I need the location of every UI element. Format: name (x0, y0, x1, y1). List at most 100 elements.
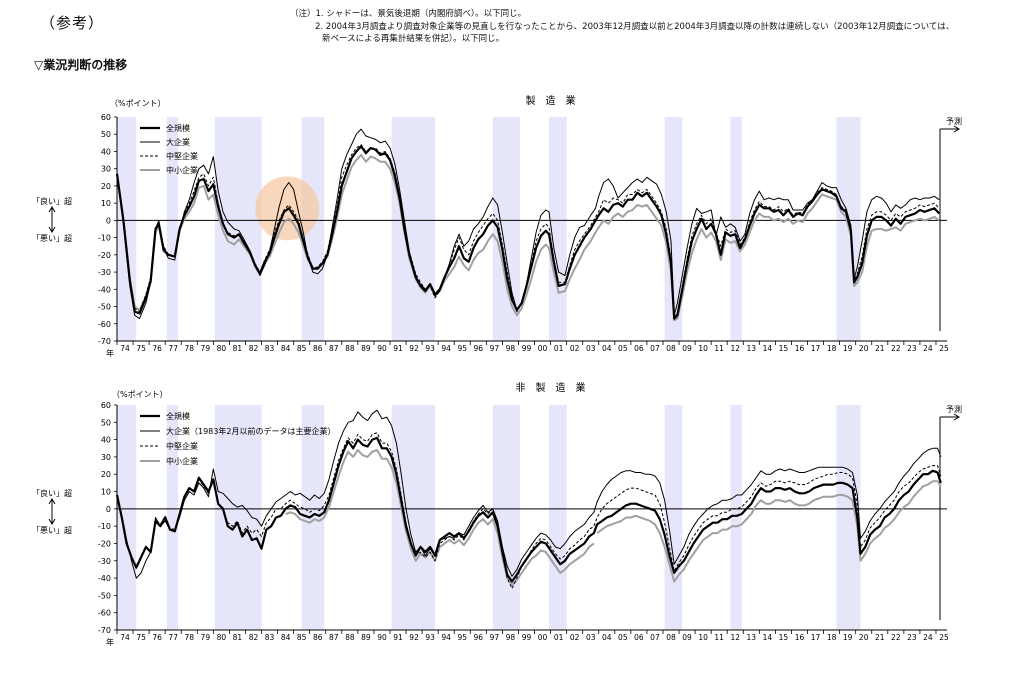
x-tick-label: 03 (586, 344, 596, 353)
y-tick-label: -20 (98, 539, 111, 548)
x-tick-label: 79 (201, 344, 211, 353)
x-tick-label: 15 (779, 344, 789, 353)
recession-shade (391, 405, 435, 630)
x-tick-label: 96 (474, 633, 484, 642)
x-tick-label: 22 (891, 344, 901, 353)
recession-shade (301, 117, 325, 341)
recession-shade (664, 117, 683, 341)
y-tick-label: 20 (101, 470, 111, 479)
arrow-up-head (48, 498, 56, 505)
recession-shade (664, 405, 683, 630)
x-tick-label: 14 (763, 344, 773, 353)
forecast-arrow-head (953, 413, 960, 421)
x-tick-label: 93 (425, 344, 435, 353)
x-tick-label: 83 (265, 633, 275, 642)
recession-shade (492, 405, 521, 630)
x-tick-label: 02 (570, 344, 580, 353)
recession-shade (117, 405, 137, 630)
x-tick-label: 06 (634, 344, 644, 353)
arrow-down-head (48, 518, 56, 525)
x-tick-label: 09 (682, 344, 692, 353)
x-tick-label: 86 (313, 633, 323, 642)
x-tick-label: 00 (538, 344, 548, 353)
note-line-2: 2. 2004年3月調査より調査対象企業等の見直しを行なったことから、2003年… (315, 21, 955, 32)
x-tick-label: 87 (329, 633, 339, 642)
x-tick-label: 92 (409, 344, 419, 353)
x-tick-label: 04 (602, 633, 612, 642)
x-tick-label: 21 (875, 633, 885, 642)
series-line-small (285, 449, 595, 586)
y-tick-label: -10 (98, 234, 111, 243)
legend-label: 中堅企業 (166, 441, 198, 451)
x-tick-label: 10 (698, 633, 708, 642)
recession-shade (301, 405, 325, 630)
note-line-3: 新ベースによる再集計結果を併記）。以下同じ。 (322, 34, 505, 44)
x-tick-label: 97 (490, 344, 500, 353)
x-tick-label: 19 (843, 344, 853, 353)
bad-label: 「悪い」超 (32, 525, 72, 535)
legend-label: 大企業（1983年2月以前のデータは主要企業） (166, 426, 335, 436)
x-unit-label: 年 (106, 637, 114, 647)
x-tick-label: 81 (233, 633, 243, 642)
x-tick-label: 13 (747, 633, 757, 642)
x-tick-label: 25 (939, 344, 949, 353)
legend-label: 中堅企業 (166, 151, 198, 161)
x-tick-label: 79 (201, 633, 211, 642)
x-tick-label: 25 (939, 633, 949, 642)
x-tick-label: 04 (602, 344, 612, 353)
recession-shade (166, 405, 179, 630)
x-tick-label: 82 (249, 633, 259, 642)
x-tick-label: 19 (843, 633, 853, 642)
recession-shade (730, 405, 742, 630)
x-tick-label: 74 (120, 633, 130, 642)
legend-label: 大企業 (166, 137, 190, 147)
x-tick-label: 01 (554, 344, 564, 353)
y-tick-label: -50 (98, 303, 111, 312)
x-tick-label: 95 (457, 344, 467, 353)
y-tick-label: -60 (98, 609, 111, 618)
x-tick-label: 98 (506, 344, 516, 353)
x-tick-label: 88 (345, 344, 355, 353)
x-tick-label: 85 (297, 633, 307, 642)
x-tick-label: 09 (682, 633, 692, 642)
chart-title: 製 造 業 (526, 94, 576, 107)
x-tick-label: 94 (441, 344, 451, 353)
x-tick-label: 78 (184, 633, 194, 642)
x-tick-label: 10 (698, 344, 708, 353)
x-tick-label: 84 (281, 633, 291, 642)
y-tick-label: -50 (98, 591, 111, 600)
x-tick-label: 91 (393, 633, 403, 642)
x-tick-label: 20 (859, 633, 869, 642)
x-tick-label: 94 (441, 633, 451, 642)
y-tick-label: -70 (98, 337, 111, 346)
x-tick-label: 78 (184, 344, 194, 353)
y-tick-label: 60 (101, 401, 111, 410)
y-tick-label: 0 (106, 216, 111, 225)
y-tick-label: -60 (98, 320, 111, 329)
x-unit-label: 年 (106, 348, 114, 358)
arrow-up-head (48, 206, 56, 213)
x-tick-label: 84 (281, 344, 291, 353)
good-label: 「良い」超 (32, 488, 72, 498)
x-tick-label: 74 (120, 344, 130, 353)
x-tick-label: 97 (490, 633, 500, 642)
y-tick-label: -20 (98, 251, 111, 260)
x-tick-label: 82 (249, 344, 259, 353)
notes: （注）1. シャドーは、景気後退期（内閣府調べ）。以下同じ。 2. 2004年3… (290, 8, 954, 46)
x-tick-label: 18 (827, 344, 837, 353)
recession-shade (391, 117, 435, 341)
recession-shade (214, 405, 262, 630)
series-line-medium (116, 432, 942, 589)
x-tick-label: 13 (747, 344, 757, 353)
y-tick-label: -40 (98, 285, 111, 294)
x-tick-label: 75 (136, 344, 146, 353)
x-tick-label: 77 (168, 344, 178, 353)
x-tick-label: 96 (474, 344, 484, 353)
x-tick-label: 75 (136, 633, 146, 642)
x-tick-label: 05 (618, 344, 628, 353)
x-tick-label: 12 (730, 344, 740, 353)
x-tick-label: 00 (538, 633, 548, 642)
y-tick-label: 30 (101, 453, 111, 462)
series-line-all (115, 145, 941, 320)
good-label: 「良い」超 (32, 196, 72, 206)
